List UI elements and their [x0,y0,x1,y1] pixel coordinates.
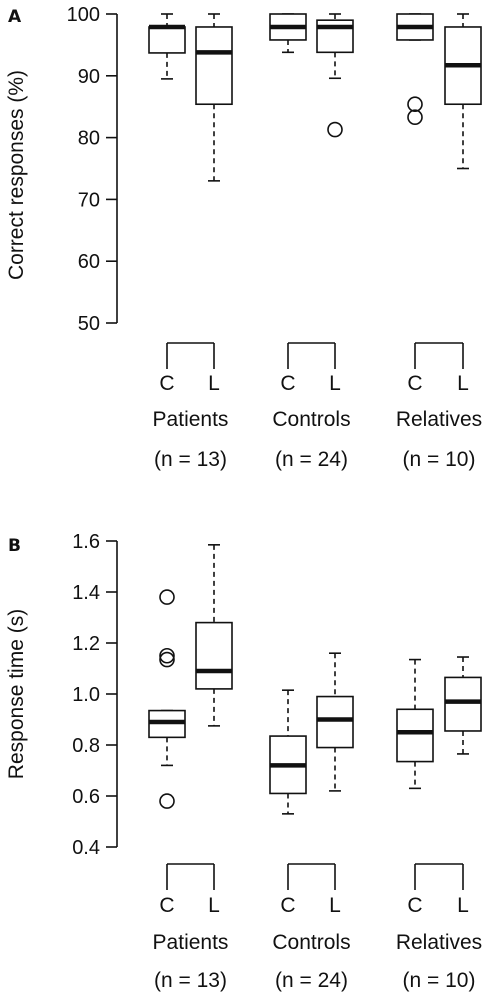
panel-b-y-tick-label: 1.4 [72,582,100,604]
panel-a-boxes [148,13,482,182]
panel-a-y-tick-label: 60 [78,251,100,273]
panel-a-group-label-patients: Patients [153,408,229,431]
panel-b-condition-label: L [208,894,220,917]
iqr-box [444,676,482,732]
panel-b-group-label-patients: Patients [153,931,229,954]
outlier-point [327,121,343,138]
panel-b-condition-label: L [329,894,341,917]
panel-b-box-controls-l [316,652,354,792]
panel-a-group-n-relatives: (n = 10) [403,448,476,471]
panel-b-box-relatives-c [396,658,434,790]
panel-b-group-n-controls: (n = 24) [275,969,348,992]
panel-b-condition-label: C [159,894,174,917]
panel-a-box-controls-c [269,13,307,54]
iqr-box [195,621,233,690]
panel-a-y-tick-label: 50 [78,313,100,335]
panel-b-group-label-relatives: Relatives [396,931,482,954]
panel-a-box-relatives-c [396,13,434,126]
panel-a-condition-label: L [208,372,220,395]
panel-a-condition-label: C [407,372,422,395]
iqr-box [316,695,354,749]
panel-b-y-tick-label: 0.4 [72,837,100,859]
panel-a-condition-label: L [457,372,469,395]
panel-b-group-labels: Patients (n = 13) Controls (n = 24) Relative… [153,931,483,992]
iqr-box [195,26,233,106]
panel-b-group-label-controls: Controls [272,931,350,954]
panel-a-group-label-controls: Controls [272,408,350,431]
panel-a-box-controls-l [316,13,354,138]
panel-b-box-relatives-l [444,656,482,755]
panel-b-group-n-patients: (n = 13) [154,969,227,992]
panel-b-y-tick-label: 1.2 [72,633,100,655]
panel-a-box-relatives-l [444,13,482,170]
panel-a-box-patients-l [195,13,233,182]
iqr-box [148,26,186,54]
panel-b-y-tick-label: 1.6 [72,531,100,553]
panel-b-label: B [8,536,21,556]
panel-a-box-patients-c [148,13,186,80]
outlier-point [159,589,175,605]
outlier-point [407,109,423,126]
panel-a-label: A [8,7,22,27]
panel-a-condition-label: C [280,372,295,395]
panel-b-box-controls-c [269,689,307,815]
panel-b-box-patients-l [195,544,233,727]
panel-a-y-tick-label: 90 [78,66,100,88]
panel-a-group-n-patients: (n = 13) [154,448,227,471]
panel-a-y-tick-label: 100 [67,4,100,26]
panel-a-group-label-relatives: Relatives [396,408,482,431]
outlier-point [159,793,175,809]
panel-a-y-tick-label: 80 [78,128,100,150]
panel-b-y-axis-label: Response time (s) [5,609,28,779]
panel-b-condition-label: C [280,894,295,917]
panel-b-y-tick-label: 0.8 [72,735,100,757]
panel-b-y-axis: 0.4 0.6 0.8 1.0 1.2 1.4 1.6 [72,531,118,859]
panel-a-condition-label: L [329,372,341,395]
panel-a-condition-label: C [159,372,174,395]
panel-b-y-tick-label: 1.0 [72,684,100,706]
panel-b-y-tick-label: 0.6 [72,786,100,808]
panel-b: B Response time (s) 0.4 0.6 0.8 1.0 1.2 1.4 1.… [5,531,482,992]
panel-a-group-n-controls: (n = 24) [275,448,348,471]
panel-b-condition-label: L [457,894,469,917]
panel-a-y-axis: 50 60 70 80 90 100 [67,4,118,335]
panel-b-boxes [148,544,482,815]
outlier-point [159,651,175,668]
panel-a-group-labels: Patients (n = 13) Controls (n = 24) Relative… [153,408,483,471]
panel-b-condition-label: C [407,894,422,917]
panel-a-y-tick-label: 70 [78,189,100,211]
panel-b-group-n-relatives: (n = 10) [403,969,476,992]
panel-a-y-axis-label: Correct responses (%) [5,70,28,280]
panel-a: A Correct responses (%) 50 60 70 80 90 100 C L… [5,4,482,471]
panel-b-box-patients-c [148,589,186,809]
outlier-point [159,647,175,664]
outlier-point [407,96,423,113]
iqr-box [396,708,434,763]
